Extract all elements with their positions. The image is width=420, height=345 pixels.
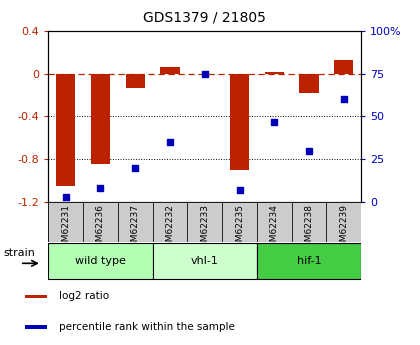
Bar xyxy=(291,202,326,242)
Bar xyxy=(48,202,83,242)
Text: GSM62237: GSM62237 xyxy=(131,204,140,253)
Bar xyxy=(222,202,257,242)
FancyBboxPatch shape xyxy=(257,244,361,279)
Bar xyxy=(334,60,353,74)
Bar xyxy=(187,202,222,242)
FancyBboxPatch shape xyxy=(152,244,257,279)
Point xyxy=(236,187,243,193)
Text: vhl-1: vhl-1 xyxy=(191,256,219,266)
Bar xyxy=(160,67,179,74)
Text: GSM62235: GSM62235 xyxy=(235,204,244,253)
Text: log2 ratio: log2 ratio xyxy=(59,292,109,301)
Bar xyxy=(56,74,75,186)
Bar xyxy=(326,202,361,242)
Bar xyxy=(230,74,249,170)
Bar xyxy=(265,72,284,74)
Bar xyxy=(257,202,291,242)
Text: GSM62232: GSM62232 xyxy=(165,204,174,253)
Bar xyxy=(152,202,187,242)
Text: GSM62233: GSM62233 xyxy=(200,204,209,253)
Point xyxy=(271,119,278,124)
Text: GSM62231: GSM62231 xyxy=(61,204,70,253)
Point xyxy=(132,165,139,170)
Point xyxy=(341,97,347,102)
Text: wild type: wild type xyxy=(75,256,126,266)
Text: GSM62238: GSM62238 xyxy=(304,204,314,253)
Bar xyxy=(126,74,145,88)
Text: GSM62239: GSM62239 xyxy=(339,204,348,253)
Text: GSM62234: GSM62234 xyxy=(270,204,279,253)
Bar xyxy=(91,74,110,165)
Text: GDS1379 / 21805: GDS1379 / 21805 xyxy=(143,10,266,24)
Text: hif-1: hif-1 xyxy=(297,256,321,266)
Point xyxy=(306,148,312,153)
Point xyxy=(62,194,69,199)
Point xyxy=(167,139,173,145)
Bar xyxy=(83,202,118,242)
Text: GSM62236: GSM62236 xyxy=(96,204,105,253)
Text: strain: strain xyxy=(3,248,35,258)
Text: percentile rank within the sample: percentile rank within the sample xyxy=(59,322,235,332)
FancyBboxPatch shape xyxy=(48,244,152,279)
Bar xyxy=(25,295,47,298)
Bar xyxy=(25,325,47,328)
Point xyxy=(97,185,104,191)
Point xyxy=(202,71,208,77)
Bar xyxy=(299,74,319,93)
Bar xyxy=(118,202,152,242)
